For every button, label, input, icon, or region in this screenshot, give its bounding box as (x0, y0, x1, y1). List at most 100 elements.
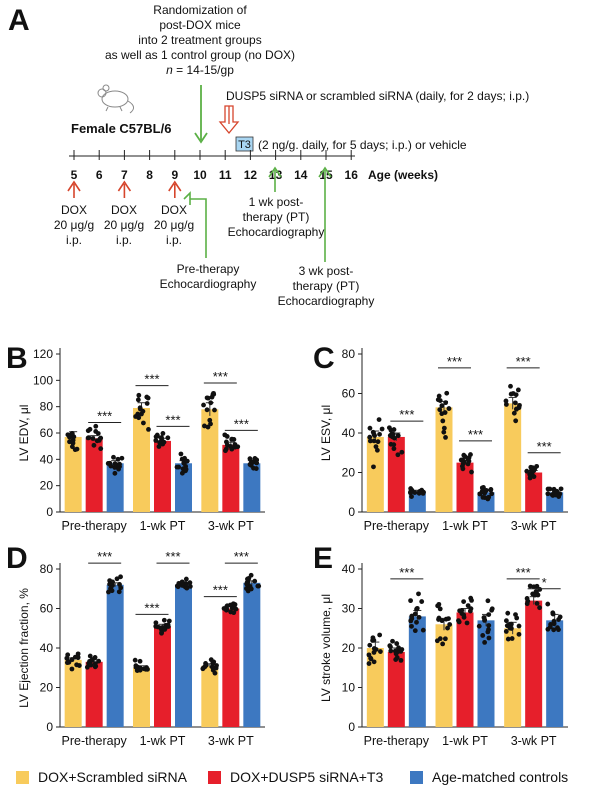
data-point-b-dusp5-2-8 (224, 439, 229, 445)
data-point-d-dusp5-1-9 (165, 622, 171, 628)
data-point-e-scrambled-2-6 (505, 610, 511, 616)
data-point-e-controls-0-0 (414, 619, 419, 625)
data-point-c-scrambled-1-11 (444, 390, 450, 396)
data-point-b-dusp5-2-13 (223, 448, 228, 454)
x-tick-label-b-1: 1-wk PT (140, 519, 186, 533)
data-point-c-scrambled-0-13 (373, 444, 379, 450)
timeline-week-11: 11 (219, 168, 232, 182)
t3-label: (2 ng/g. daily, for 5 days; i.p.) or veh… (258, 138, 467, 152)
bar-e-scrambled-0 (366, 648, 384, 727)
significance-label-e-0: *** (399, 565, 414, 580)
data-point-b-scrambled-1-11 (145, 395, 151, 401)
dox-label-week5-line2: 20 μg/g (54, 218, 94, 232)
data-point-c-scrambled-2-0 (511, 410, 517, 416)
data-point-e-scrambled-1-9 (436, 617, 441, 622)
significance-label-d-2: *** (165, 549, 180, 564)
data-point-c-scrambled-2-10 (516, 405, 522, 411)
y-tick-label-b-60: 60 (40, 426, 54, 440)
chart-panel-d: D 0 20 40 60 80 LV Ejection fraction, % Pre-the… (6, 542, 265, 748)
data-point-e-scrambled-0-2 (366, 661, 372, 666)
data-point-c-controls-1-9 (486, 494, 492, 500)
y-tick-label-e-20: 20 (342, 641, 356, 655)
data-point-e-scrambled-1-6 (442, 636, 448, 642)
data-point-c-scrambled-1-5 (446, 406, 452, 411)
bar-e-dusp5-1 (456, 612, 474, 727)
data-point-e-scrambled-0-13 (368, 655, 374, 661)
bar-c-dusp5-0 (387, 436, 405, 512)
bar-d-scrambled-2 (201, 665, 219, 727)
significance-label-c-0: *** (399, 407, 414, 422)
data-point-b-scrambled-1-6 (146, 427, 151, 432)
chart-panel-b: B 0 20 40 60 80 100 120 LV EDV, μl Pre-therapy 1-w… (6, 342, 265, 533)
data-point-b-scrambled-0-0 (69, 444, 75, 450)
legend-label-controls: Age-matched controls (432, 769, 568, 785)
data-point-e-controls-2-8 (551, 627, 557, 633)
dox-label-week7: DOX 20 μg/g i.p. (104, 203, 144, 247)
data-point-d-scrambled-2-10 (208, 657, 214, 663)
bar-d-dusp5-2 (222, 608, 240, 727)
data-point-c-dusp5-1-6 (465, 461, 471, 467)
data-point-b-scrambled-1-5 (140, 408, 146, 414)
data-point-e-controls-2-7 (551, 620, 557, 626)
bar-b-dusp5-2 (222, 444, 240, 512)
bar-c-scrambled-2 (504, 403, 522, 512)
data-point-c-controls-0-13 (408, 489, 413, 495)
data-point-c-dusp5-0-13 (390, 431, 396, 437)
legend: DOX+Scrambled siRNA DOX+DUSP5 siRNA+T3 A… (16, 769, 568, 785)
data-point-e-dusp5-0-4 (388, 648, 394, 654)
data-point-c-scrambled-0-5 (377, 431, 382, 437)
n-symbol: n (166, 63, 173, 77)
data-point-b-scrambled-1-0 (144, 401, 150, 406)
bar-d-dusp5-1 (154, 626, 171, 727)
data-point-e-dusp5-2-9 (532, 592, 538, 598)
y-tick-label-b-100: 100 (33, 373, 53, 387)
data-point-d-controls-0-12 (116, 589, 122, 595)
data-point-b-scrambled-1-8 (137, 405, 143, 411)
data-point-e-controls-2-13 (556, 627, 561, 633)
data-point-c-scrambled-2-4 (513, 418, 519, 424)
y-tick-label-e-0: 0 (348, 720, 355, 734)
data-point-d-controls-1-8 (174, 583, 180, 589)
data-point-c-controls-1-13 (477, 491, 483, 497)
data-point-c-controls-2-5 (558, 486, 564, 492)
data-point-c-dusp5-2-7 (524, 468, 530, 474)
data-point-e-scrambled-1-13 (437, 636, 443, 642)
randomization-line-2: post-DOX mice (159, 18, 241, 32)
data-point-d-dusp5-1-12 (153, 623, 159, 629)
data-point-b-scrambled-0-13 (67, 434, 72, 440)
data-point-e-controls-1-9 (486, 635, 492, 641)
y-tick-label-c-0: 0 (348, 505, 355, 519)
data-point-d-dusp5-1-3 (166, 618, 172, 624)
bar-e-scrambled-2 (504, 628, 522, 727)
timeline-ticks: 5 6 7 8 9 10 11 12 13 14 15 16 (71, 150, 358, 182)
data-point-e-controls-1-8 (480, 633, 486, 638)
data-point-b-scrambled-2-2 (207, 417, 213, 423)
bar-e-dusp5-2 (525, 600, 543, 727)
data-point-e-controls-2-6 (547, 624, 553, 630)
y-tick-label-c-60: 60 (342, 387, 356, 401)
legend-swatch-controls (410, 771, 423, 784)
bar-d-controls-0 (106, 584, 124, 727)
data-point-b-dusp5-1-13 (153, 434, 159, 440)
significance-label-b-0: *** (97, 408, 112, 423)
dox-arrow-head-week7 (117, 180, 132, 192)
data-point-c-scrambled-0-11 (371, 464, 376, 470)
data-point-d-controls-1-12 (187, 584, 193, 589)
legend-label-scrambled: DOX+Scrambled siRNA (38, 769, 188, 785)
significance-label-c-4: *** (537, 439, 552, 454)
data-point-c-scrambled-0-3 (376, 417, 382, 423)
data-point-c-dusp5-1-7 (462, 454, 468, 459)
data-point-e-scrambled-2-10 (506, 622, 512, 627)
chart-panel-e: E 0 10 20 30 40 LV stroke volume, μl Pre-therap… (313, 542, 568, 748)
data-point-c-dusp5-2-13 (530, 465, 535, 471)
one-wk-echo-line1: 1 wk post- (249, 195, 304, 209)
x-tick-label-b-2: 3-wk PT (208, 519, 254, 533)
timeline-week-14: 14 (294, 168, 308, 182)
timeline-week-6: 6 (96, 168, 103, 182)
mouse-icon (97, 84, 134, 114)
y-tick-label-d-0: 0 (46, 720, 53, 734)
bar-e-scrambled-1 (435, 624, 453, 727)
data-point-e-controls-1-2 (476, 623, 482, 629)
data-point-c-scrambled-2-1 (503, 402, 509, 407)
